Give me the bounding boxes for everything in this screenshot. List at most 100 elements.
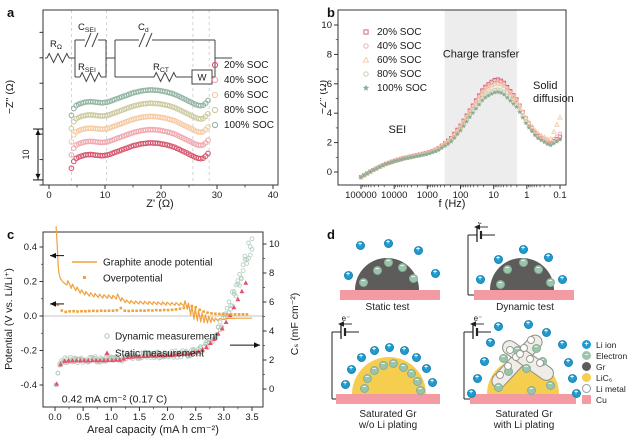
svg-text:10: 10: [321, 20, 332, 31]
svg-text:−Z'' (Ω): −Z'' (Ω): [4, 80, 16, 114]
caption-saturated-with-plating: Saturated Gr with Li plating: [466, 409, 582, 431]
electron-icon: −: [533, 264, 543, 274]
svg-text:1.0: 1.0: [105, 412, 118, 423]
svg-text:6: 6: [327, 79, 332, 90]
li-ion-icon: +: [356, 352, 366, 362]
svg-text:Solid: Solid: [533, 80, 557, 92]
li-ion-icon: +: [557, 339, 567, 349]
li-metal-icon: [535, 358, 544, 367]
li-ion-icon: +: [523, 319, 533, 329]
series-40-soc: [68, 126, 211, 158]
svg-text:40: 40: [268, 190, 279, 201]
svg-text:10000: 10000: [381, 190, 407, 201]
svg-text:e⁻: e⁻: [478, 222, 487, 226]
panel-c-potential-chart: 0.0 0.5 1.0 1.5 2.0 2.5 3.0 3.5 -0.4 -0.2 0.0 0.2 0.…: [3, 226, 301, 436]
svg-text:Dynamic measurement: Dynamic measurement: [115, 332, 218, 343]
svg-text:Cₛ (mF cm⁻²): Cₛ (mF cm⁻²): [289, 293, 301, 356]
li-ion-icon: +: [340, 379, 350, 389]
li-ion-icon: +: [479, 356, 489, 366]
svg-text:RCT: RCT: [153, 62, 170, 74]
electron-icon: −: [495, 279, 505, 289]
svg-text:30: 30: [212, 190, 223, 201]
li-ion-icon: +: [430, 268, 440, 278]
electron-icon: −: [412, 376, 422, 386]
plot-b: 100000 10000 1000 100 10 1 0.1 0 2 4 6 8 10: [321, 9, 567, 201]
caption-dynamic-test: Dynamic test: [465, 302, 585, 313]
electron-icon: −: [493, 382, 503, 392]
panel-label-b: b: [327, 5, 335, 20]
electron-icon: −: [531, 343, 541, 353]
svg-text:10: 10: [21, 149, 31, 159]
electron-icon: −: [526, 385, 536, 395]
svg-text:2: 2: [327, 138, 332, 149]
svg-text:0.4: 0.4: [24, 242, 37, 253]
electron-icon: −: [388, 358, 398, 368]
li-ion-icon: +: [541, 327, 551, 337]
svg-text:Static measurement: Static measurement: [115, 349, 204, 360]
svg-text:Charge transfer: Charge transfer: [443, 48, 520, 60]
cu-substrate: [470, 394, 576, 404]
electron-icon: −: [545, 277, 555, 287]
svg-text:CSEI: CSEI: [78, 22, 96, 34]
svg-text:1000: 1000: [417, 190, 438, 201]
svg-text:3.5: 3.5: [245, 412, 258, 423]
electron-icon: −: [359, 383, 369, 393]
svg-text:f (Hz): f (Hz): [439, 198, 466, 210]
li-ion-icon: +: [493, 254, 503, 264]
svg-text:3.0: 3.0: [217, 412, 230, 423]
svg-text:80% SOC: 80% SOC: [377, 69, 421, 80]
li-ion-icon: +: [346, 364, 356, 374]
li-ion-icon: +: [427, 377, 437, 387]
svg-text:20% SOC: 20% SOC: [224, 60, 268, 71]
series-100-soc: [358, 89, 563, 180]
svg-text:6: 6: [269, 297, 274, 308]
electron-icon: −: [518, 257, 528, 267]
panel-d-schematic: e⁻ e⁻ e⁻ Static test Dynamic test Saturate…: [320, 222, 640, 445]
svg-text:SEI: SEI: [389, 124, 407, 136]
legend-b: 20% SOC 40% SOC 60% SOC 80% SOC 100% SOC: [362, 27, 427, 94]
electron-icon: −: [378, 360, 388, 370]
electron-icon: −: [372, 265, 382, 275]
cu-icon: [582, 395, 591, 404]
circuit-overlay: e⁻ e⁻ e⁻: [331, 222, 495, 400]
li-metal-icon: [519, 343, 528, 352]
svg-text:0: 0: [269, 384, 274, 395]
panel-label-a: a: [7, 5, 15, 20]
caption-line: Dynamic test: [496, 302, 554, 313]
li-ion-icon: +: [567, 373, 577, 383]
panel-label-c: c: [7, 227, 15, 242]
svg-text:Areal capacity (mA h cm⁻²): Areal capacity (mA h cm⁻²): [87, 424, 219, 436]
li-ion-icon: +: [369, 345, 379, 355]
caption-line: Saturated Gr: [359, 409, 417, 420]
electron-icon: −: [502, 264, 512, 274]
svg-text:40% SOC: 40% SOC: [377, 41, 421, 52]
li-ion-icon: +: [399, 345, 409, 355]
li-ion-icon: +: [383, 238, 393, 248]
electron-icon: −: [545, 380, 555, 390]
legend-c-potential: Graphite anode potential Overpotential: [72, 258, 213, 285]
svg-text:10: 10: [100, 190, 111, 201]
legend-row-li-metal: Li metal: [582, 383, 627, 394]
svg-text:Potential (V vs. Li/Li⁺): Potential (V vs. Li/Li⁺): [3, 268, 15, 370]
svg-text:60% SOC: 60% SOC: [224, 90, 268, 101]
electron-icon: −: [398, 362, 408, 372]
li-ion-icon: +: [355, 240, 365, 250]
svg-text:diffusion: diffusion: [533, 93, 574, 105]
legend-label: Li ion: [596, 339, 617, 350]
li-ion-icon: +: [493, 321, 503, 331]
li-ion-icon: +: [543, 252, 553, 262]
svg-text:100: 100: [453, 190, 469, 201]
svg-text:-0.2: -0.2: [21, 346, 37, 357]
svg-text:1: 1: [524, 190, 529, 201]
legend-row-electron: − Electron: [582, 350, 627, 361]
svg-text:Z' (Ω): Z' (Ω): [146, 198, 173, 210]
series-overpotential: [56, 303, 249, 316]
caption-line: Saturated Gr: [495, 409, 553, 420]
caption-saturated-wo-plating: Saturated Gr w/o Li plating: [333, 409, 443, 431]
svg-text:2.5: 2.5: [189, 412, 202, 423]
li-metal-icon: [503, 361, 512, 370]
caption-line: with Li plating: [493, 420, 555, 431]
svg-text:8: 8: [327, 49, 332, 60]
